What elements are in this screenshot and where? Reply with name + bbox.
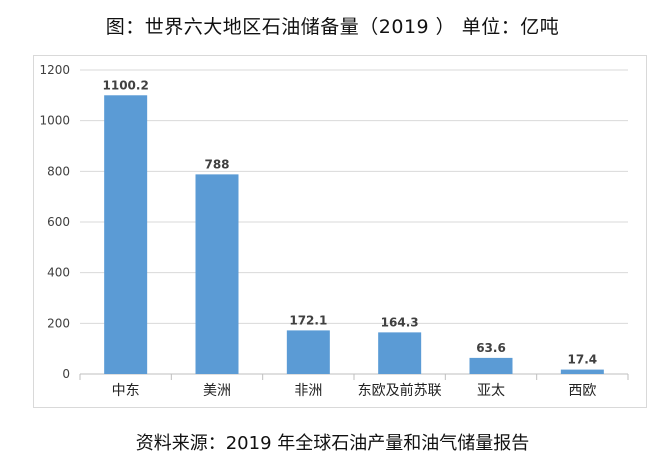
source-note: 资料来源：2019 年全球石油产量和油气储量报告 <box>135 433 530 454</box>
bar <box>104 95 148 375</box>
x-category-label: 亚太 <box>477 383 505 399</box>
y-tick-label: 400 <box>47 266 70 280</box>
y-tick-label: 800 <box>47 164 70 178</box>
data-label: 1100.2 <box>103 78 149 92</box>
data-label: 788 <box>204 157 229 171</box>
y-tick-label: 1000 <box>39 114 70 128</box>
x-category-label: 美洲 <box>203 383 231 399</box>
bar <box>378 332 422 374</box>
chart-frame <box>33 55 647 408</box>
y-tick-label: 1200 <box>39 63 70 77</box>
bar <box>469 357 513 374</box>
data-label: 164.3 <box>381 315 419 329</box>
chart-title: 图：世界六大地区石油储备量（2019 ） 单位：亿吨 <box>105 16 560 38</box>
bar <box>286 330 330 374</box>
bar <box>195 174 239 374</box>
x-category-label: 西欧 <box>568 383 596 399</box>
x-category-label: 非洲 <box>294 383 322 399</box>
x-category-label: 东欧及前苏联 <box>358 382 442 399</box>
data-label: 63.6 <box>476 341 506 355</box>
data-label: 172.1 <box>289 313 327 327</box>
y-tick-label: 200 <box>47 316 70 330</box>
data-label: 17.4 <box>568 353 598 367</box>
bar <box>560 369 604 374</box>
x-category-label: 中东 <box>112 383 140 399</box>
y-tick-label: 600 <box>47 215 70 229</box>
y-tick-label: 0 <box>62 367 70 381</box>
